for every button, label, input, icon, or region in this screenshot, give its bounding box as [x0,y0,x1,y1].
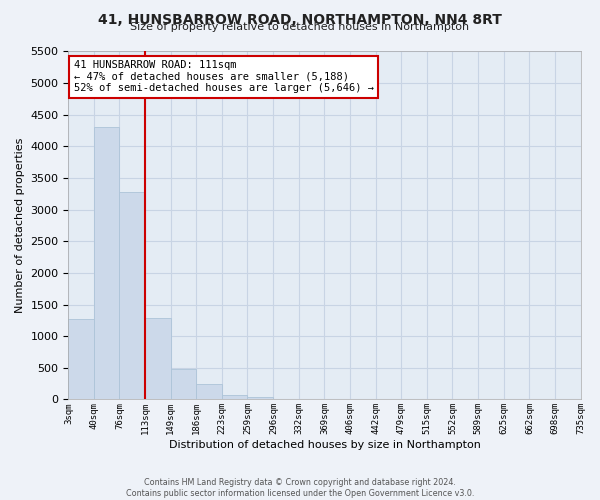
Bar [145,318,170,400]
Y-axis label: Number of detached properties: Number of detached properties [15,138,25,313]
Bar [170,369,196,400]
Bar [68,319,94,400]
Text: Contains HM Land Registry data © Crown copyright and database right 2024.
Contai: Contains HM Land Registry data © Crown c… [126,478,474,498]
Text: 41, HUNSBARROW ROAD, NORTHAMPTON, NN4 8RT: 41, HUNSBARROW ROAD, NORTHAMPTON, NN4 8R… [98,12,502,26]
X-axis label: Distribution of detached houses by size in Northampton: Distribution of detached houses by size … [169,440,481,450]
Bar [94,128,119,400]
Bar [196,384,223,400]
Text: 41 HUNSBARROW ROAD: 111sqm
← 47% of detached houses are smaller (5,188)
52% of s: 41 HUNSBARROW ROAD: 111sqm ← 47% of deta… [74,60,374,94]
Text: Size of property relative to detached houses in Northampton: Size of property relative to detached ho… [130,22,470,32]
Bar [119,192,145,400]
Bar [223,394,247,400]
Bar [247,397,274,400]
